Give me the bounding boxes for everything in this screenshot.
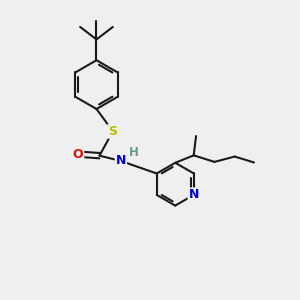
Text: H: H [128, 146, 138, 159]
Text: O: O [73, 148, 83, 161]
Text: N: N [116, 154, 126, 167]
Text: S: S [108, 125, 117, 138]
Text: N: N [189, 188, 199, 201]
